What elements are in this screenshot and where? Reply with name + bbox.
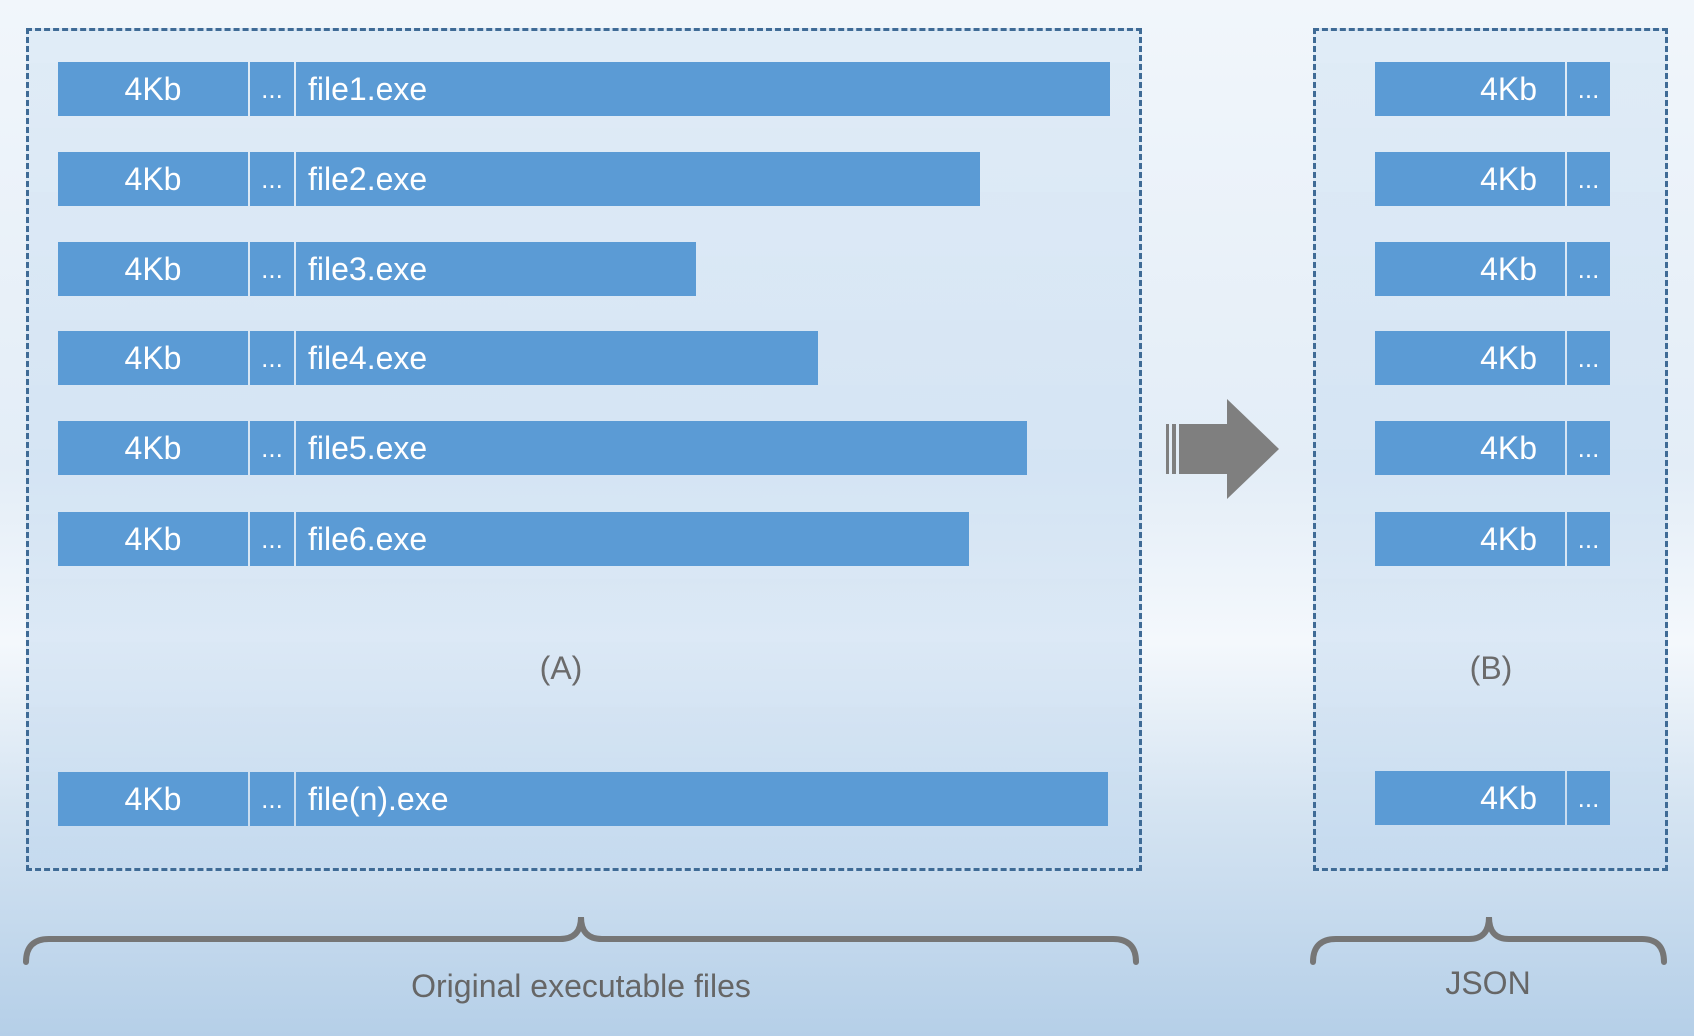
- file-name: file1.exe: [296, 62, 1110, 116]
- chunk-size: 4Kb: [1375, 331, 1565, 385]
- json-row: 4Kb ...: [1375, 242, 1610, 296]
- chunk-size: 4Kb: [1375, 62, 1565, 116]
- right-arrow-icon: [1166, 399, 1279, 499]
- file-name: file5.exe: [296, 421, 1027, 475]
- chunk-size: 4Kb: [1375, 512, 1565, 566]
- chunk-size: 4Kb: [58, 62, 248, 116]
- json-row: 4Kb ...: [1375, 421, 1610, 475]
- chunk-size: 4Kb: [58, 331, 248, 385]
- file-name: file4.exe: [296, 331, 818, 385]
- chunk-size: 4Kb: [58, 152, 248, 206]
- ellipsis: ...: [250, 152, 294, 206]
- chunk-size: 4Kb: [1375, 242, 1565, 296]
- json-row: 4Kb ...: [1375, 512, 1610, 566]
- ellipsis: ...: [1567, 331, 1610, 385]
- json-row: 4Kb ...: [1375, 62, 1610, 116]
- chunk-size: 4Kb: [58, 772, 248, 826]
- ellipsis: ...: [1567, 242, 1610, 296]
- chunk-size: 4Kb: [1375, 771, 1565, 825]
- ellipsis: ...: [1567, 152, 1610, 206]
- file-row: 4Kb ... file4.exe: [58, 331, 818, 385]
- original-files-caption: Original executable files: [411, 968, 751, 1004]
- json-row: 4Kb ...: [1375, 771, 1610, 825]
- right-brace: [1310, 916, 1667, 965]
- file-row: 4Kb ... file6.exe: [58, 512, 969, 566]
- file-name: file(n).exe: [296, 772, 1108, 826]
- chunk-size: 4Kb: [1375, 152, 1565, 206]
- ellipsis: ...: [250, 421, 294, 475]
- json-row: 4Kb ...: [1375, 152, 1610, 206]
- chunk-size: 4Kb: [58, 421, 248, 475]
- file-row: 4Kb ... file3.exe: [58, 242, 696, 296]
- left-brace: [23, 916, 1139, 965]
- file-name: file6.exe: [296, 512, 969, 566]
- json-row: 4Kb ...: [1375, 331, 1610, 385]
- ellipsis: ...: [250, 772, 294, 826]
- file-name: file2.exe: [296, 152, 980, 206]
- chunk-size: 4Kb: [1375, 421, 1565, 475]
- chunk-size: 4Kb: [58, 242, 248, 296]
- panel-a-label: (A): [539, 650, 583, 686]
- ellipsis: ...: [1567, 421, 1610, 475]
- file-row: 4Kb ... file1.exe: [58, 62, 1110, 116]
- file-row: 4Kb ... file(n).exe: [58, 772, 1108, 826]
- file-row: 4Kb ... file5.exe: [58, 421, 1027, 475]
- ellipsis: ...: [250, 512, 294, 566]
- ellipsis: ...: [1567, 512, 1610, 566]
- file-name: file3.exe: [296, 242, 696, 296]
- ellipsis: ...: [250, 242, 294, 296]
- ellipsis: ...: [1567, 62, 1610, 116]
- ellipsis: ...: [1567, 771, 1610, 825]
- ellipsis: ...: [250, 331, 294, 385]
- json-caption: JSON: [1445, 965, 1531, 1001]
- ellipsis: ...: [250, 62, 294, 116]
- panel-b-label: (B): [1469, 650, 1513, 686]
- chunk-size: 4Kb: [58, 512, 248, 566]
- file-row: 4Kb ... file2.exe: [58, 152, 980, 206]
